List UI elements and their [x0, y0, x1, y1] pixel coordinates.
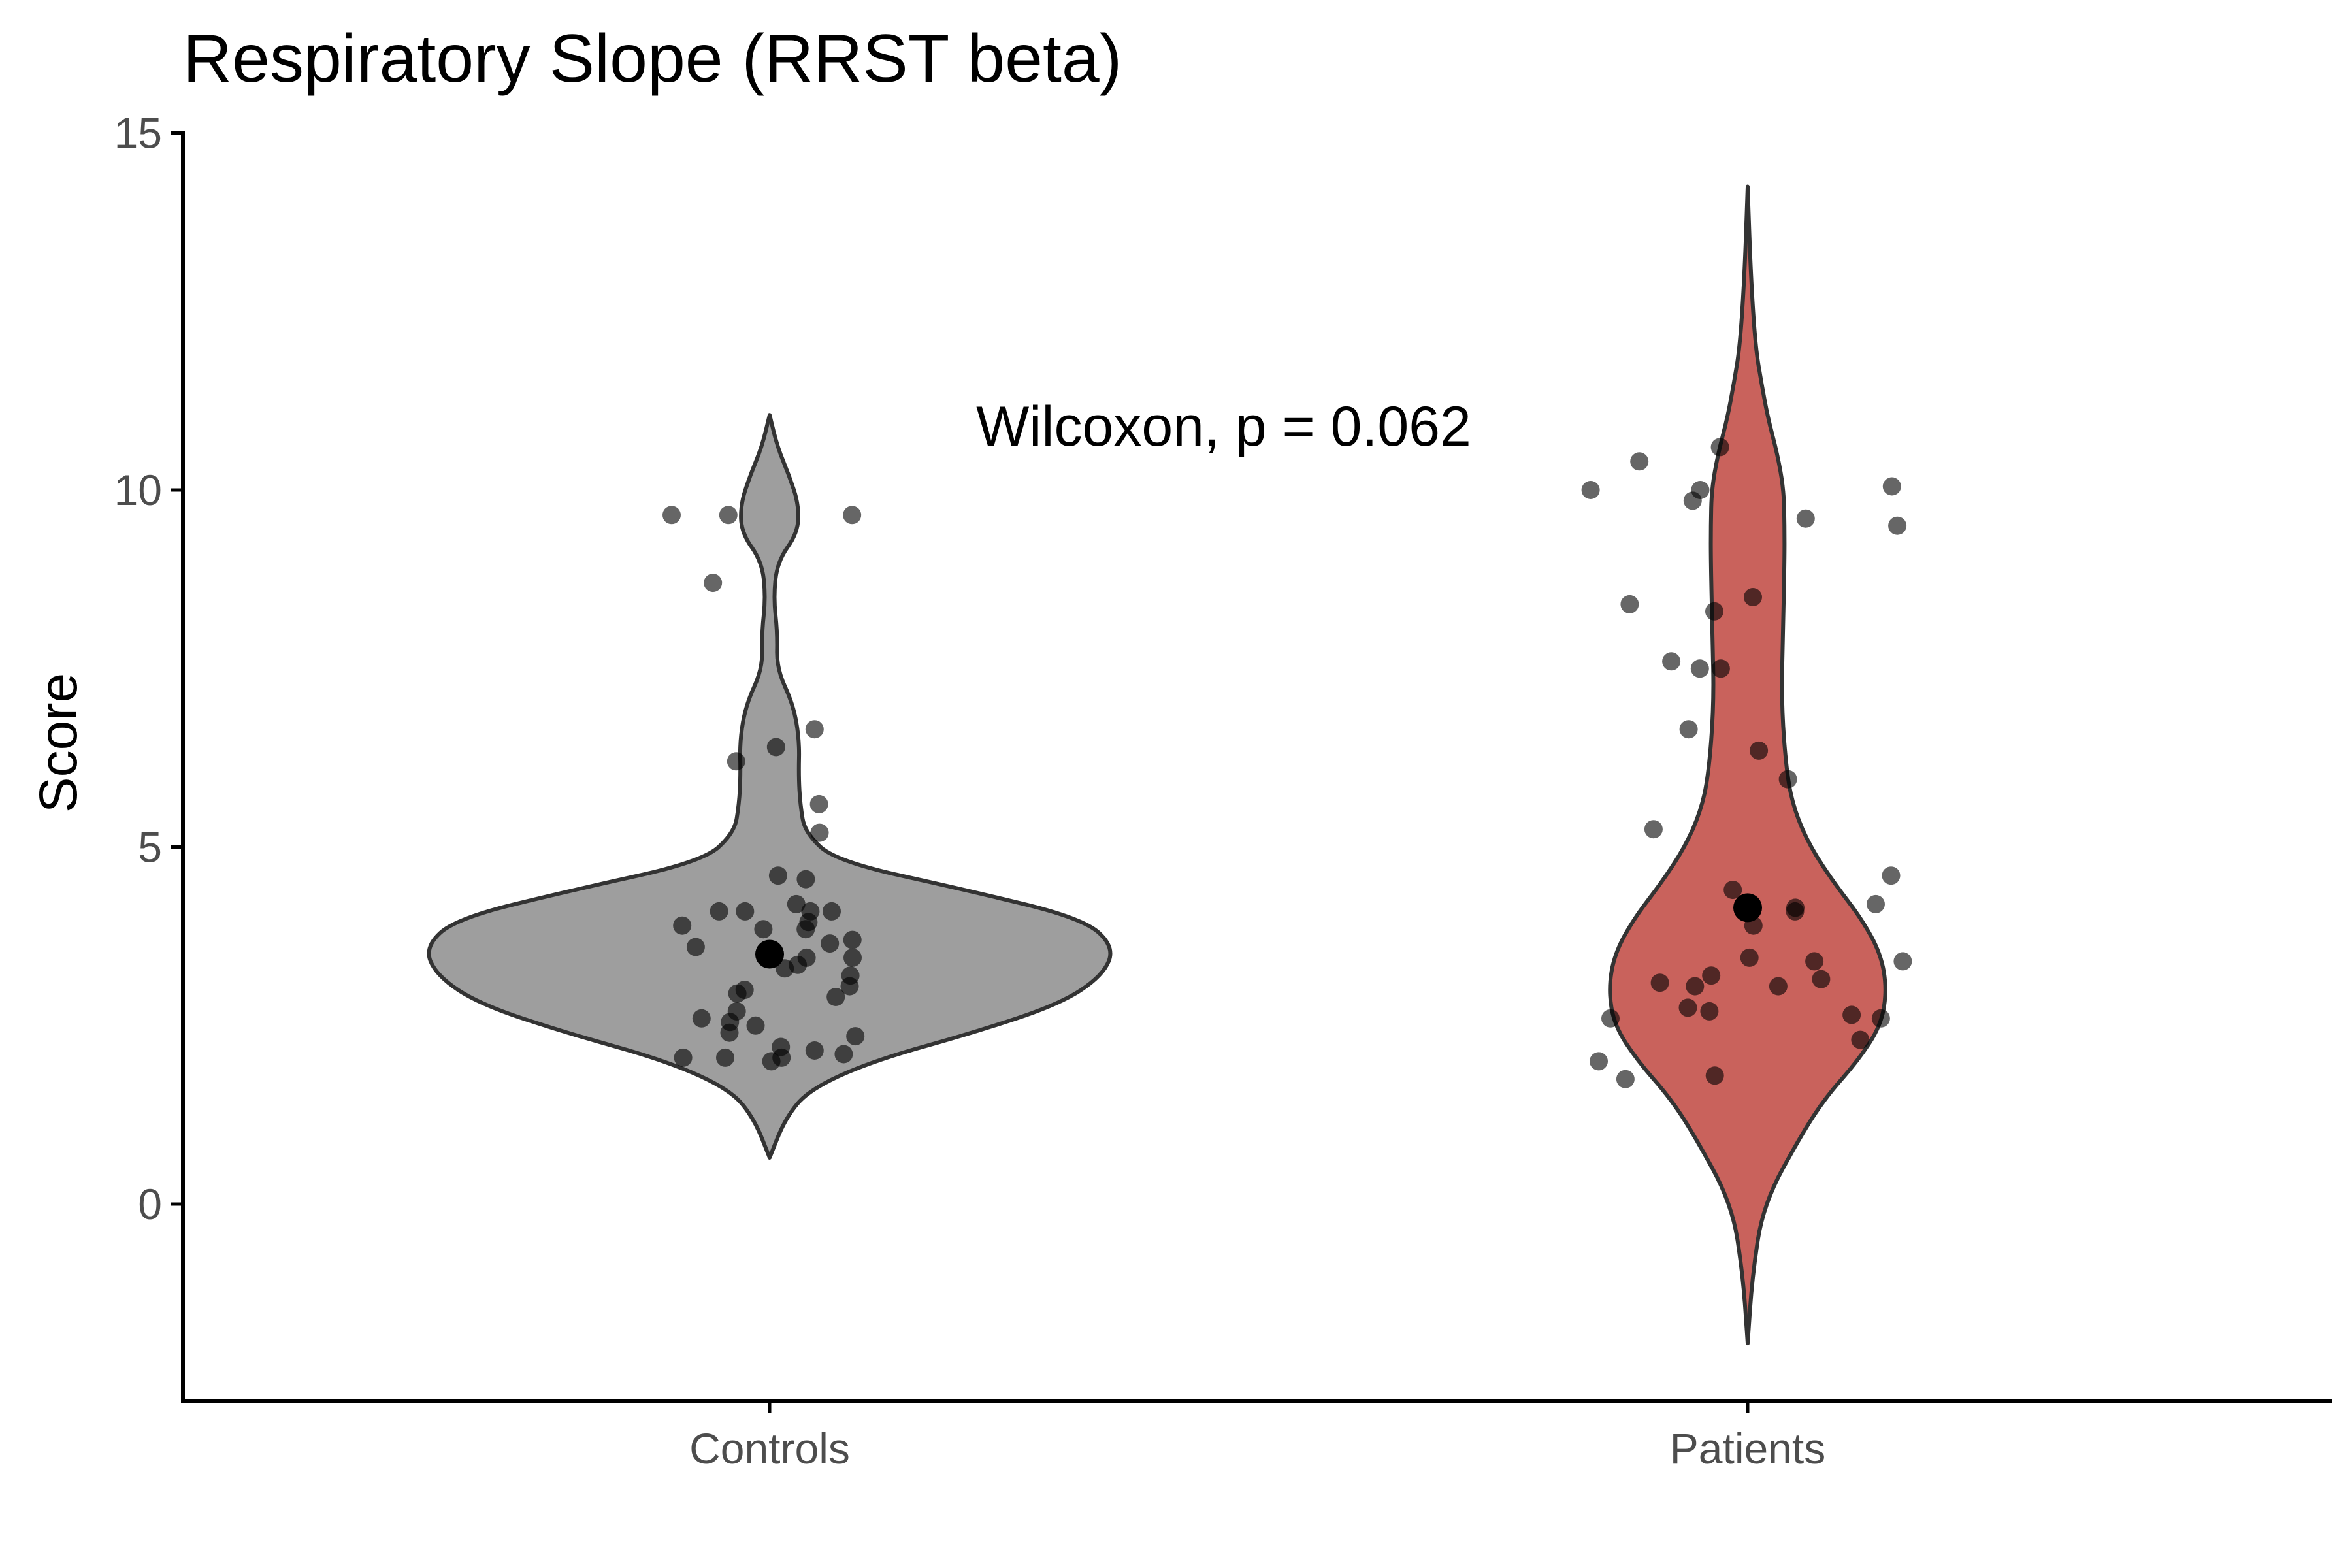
data-point-controls	[787, 894, 806, 913]
data-point-controls	[805, 720, 824, 739]
y-tick-label: 15	[114, 109, 162, 157]
data-point-patients	[1723, 881, 1742, 900]
data-point-patients	[1700, 1002, 1719, 1021]
data-point-controls	[716, 1048, 734, 1067]
data-point-patients	[1805, 952, 1824, 971]
data-point-patients	[1882, 866, 1901, 885]
data-point-patients	[1710, 438, 1729, 457]
data-point-patients	[1590, 1052, 1608, 1071]
data-point-controls	[727, 752, 745, 771]
data-point-controls	[662, 506, 681, 525]
data-point-controls	[674, 1048, 693, 1067]
data-point-patients	[1616, 1070, 1635, 1088]
data-point-patients	[1740, 948, 1759, 967]
data-point-controls	[840, 977, 859, 996]
data-point-patients	[1882, 477, 1901, 496]
data-point-controls	[736, 902, 755, 921]
data-point-patients	[1662, 652, 1681, 671]
data-point-controls	[768, 866, 787, 885]
data-point-patients	[1620, 595, 1639, 613]
data-point-patients	[1581, 481, 1600, 499]
data-point-patients	[1683, 491, 1702, 510]
points-layer	[662, 438, 1912, 1088]
data-point-controls	[746, 1016, 765, 1035]
data-point-patients	[1678, 998, 1697, 1017]
data-point-controls	[809, 794, 828, 813]
data-point-patients	[1705, 1066, 1724, 1085]
data-point-patients	[1705, 602, 1723, 621]
data-point-controls	[720, 1023, 739, 1042]
axes-layer: Controls Patients 0 5 10 15	[114, 109, 2332, 1473]
data-point-patients	[1630, 452, 1649, 471]
median-point-controls	[755, 939, 784, 969]
data-point-patients	[1644, 820, 1663, 839]
data-point-controls	[846, 1027, 865, 1046]
y-tick-label: 0	[138, 1180, 162, 1228]
data-point-controls	[821, 934, 840, 953]
data-point-patients	[1679, 720, 1698, 739]
data-point-patients	[1851, 1030, 1870, 1049]
data-point-patients	[1786, 902, 1805, 921]
data-point-controls	[805, 1041, 824, 1060]
data-point-controls	[762, 1052, 781, 1071]
wilcoxon-annotation: Wilcoxon, p = 0.062	[976, 395, 1471, 458]
data-point-patients	[1778, 770, 1797, 789]
violins-layer	[427, 184, 1887, 1346]
violin-patients	[1608, 184, 1887, 1346]
data-point-patients	[1750, 741, 1769, 760]
data-point-patients	[1812, 970, 1831, 988]
data-point-patients	[1796, 509, 1815, 528]
data-point-controls	[796, 920, 815, 939]
data-point-patients	[1702, 966, 1721, 985]
data-point-patients	[1601, 1009, 1620, 1028]
data-point-controls	[692, 1009, 711, 1028]
data-point-controls	[834, 1045, 853, 1064]
data-point-patients	[1690, 659, 1709, 678]
y-axis-label: Score	[29, 673, 88, 813]
data-point-patients	[1650, 973, 1669, 992]
median-point-patients	[1733, 893, 1762, 923]
chart-title: Respiratory Slope (RRST beta)	[183, 21, 1122, 97]
data-point-patients	[1686, 977, 1705, 996]
data-point-controls	[719, 506, 738, 525]
data-point-controls	[766, 738, 785, 757]
data-point-patients	[1867, 894, 1885, 913]
data-point-controls	[843, 948, 862, 967]
data-point-patients	[1744, 588, 1762, 606]
data-point-controls	[826, 988, 845, 1006]
data-point-controls	[686, 938, 705, 956]
data-point-controls	[843, 930, 862, 949]
data-point-patients	[1769, 977, 1788, 996]
data-point-controls	[673, 916, 692, 935]
data-point-controls	[810, 823, 829, 842]
data-point-controls	[823, 902, 841, 921]
data-point-patients	[1888, 516, 1907, 535]
violin-controls	[427, 413, 1113, 1160]
data-point-controls	[704, 574, 723, 593]
data-point-patients	[1893, 952, 1912, 971]
data-point-patients	[1711, 659, 1730, 678]
x-tick-label: Controls	[689, 1424, 850, 1473]
y-tick-label: 5	[138, 823, 162, 872]
data-point-controls	[843, 506, 862, 525]
data-point-controls	[754, 920, 773, 939]
data-point-patients	[1842, 1005, 1861, 1024]
data-point-controls	[796, 870, 815, 889]
y-tick-label: 10	[114, 466, 162, 514]
data-point-controls	[728, 984, 747, 1003]
x-tick-label: Patients	[1670, 1424, 1825, 1473]
data-point-controls	[710, 902, 728, 921]
data-point-patients	[1871, 1009, 1890, 1028]
